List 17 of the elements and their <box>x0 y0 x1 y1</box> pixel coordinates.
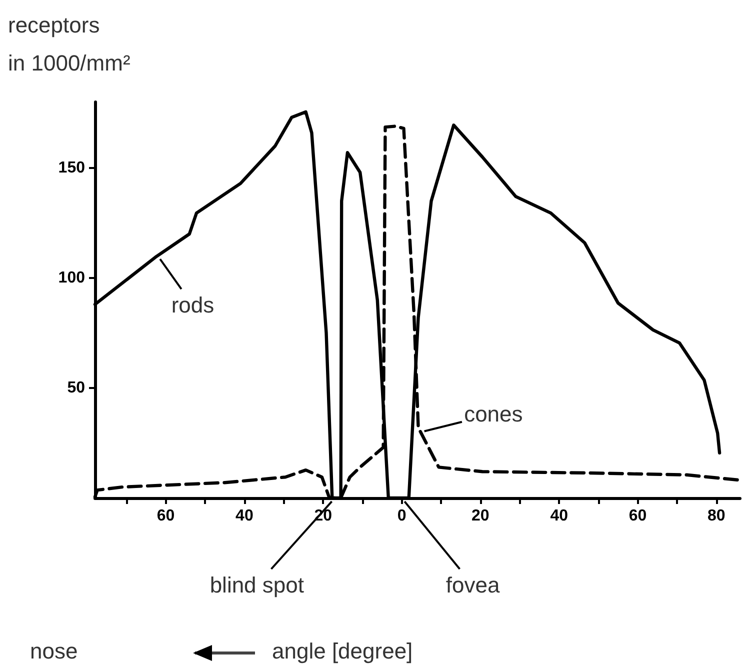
x-tick-label: 0 <box>397 508 406 524</box>
annotation: cones <box>464 402 523 426</box>
text: nose <box>30 638 78 664</box>
y-tick-label: 100 <box>58 270 86 286</box>
text: angle [degree] <box>272 638 413 664</box>
x-tick-label: 60 <box>628 508 647 524</box>
y-tick-label: 50 <box>67 380 86 396</box>
x-tick-label: 60 <box>156 508 175 524</box>
x-tick-label: 20 <box>472 508 490 524</box>
y-axis-title: receptors in 1000/mm² <box>8 12 130 76</box>
x-tick-label: 40 <box>550 508 568 524</box>
x-tick-label: 80 <box>708 508 726 524</box>
x-tick-label: 40 <box>236 508 254 524</box>
annotation: rods <box>171 292 214 318</box>
annotation: fovea <box>446 572 500 598</box>
annotation: blind spot <box>210 572 304 598</box>
y-tick-label: 150 <box>58 160 86 176</box>
